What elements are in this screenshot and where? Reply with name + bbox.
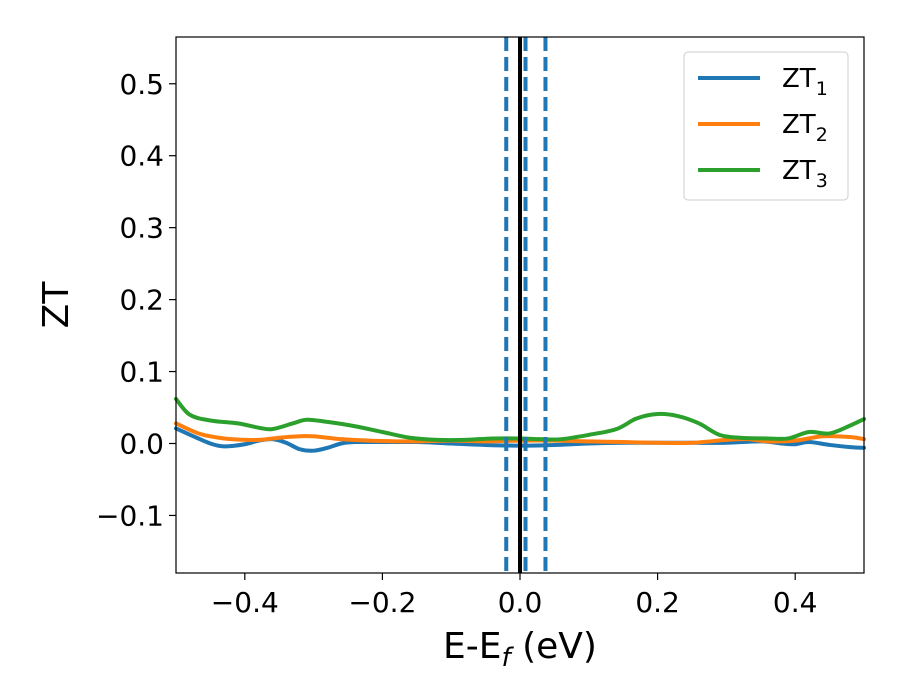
series-layer — [174, 396, 866, 453]
legend-label-zt1: ZT1 — [782, 64, 828, 100]
x-tick-label: −0.2 — [348, 586, 416, 619]
y-axis-title: ZT — [36, 281, 77, 329]
legend: ZT1 ZT2 ZT3 — [683, 51, 849, 201]
legend-box — [683, 51, 849, 201]
y-tick-label: 0.4 — [119, 140, 164, 173]
y-axis: −0.1 0.0 0.1 0.2 0.3 0.4 0.5 — [96, 68, 176, 532]
legend-label-zt3: ZT3 — [782, 156, 828, 192]
y-tick-label: 0.0 — [119, 427, 164, 460]
x-tick-label: −0.4 — [211, 586, 279, 619]
y-tick-label: 0.2 — [119, 284, 164, 317]
x-tick-label: 0.0 — [498, 586, 543, 619]
vline-layer — [504, 37, 548, 573]
legend-label-zt2: ZT2 — [782, 110, 828, 146]
x-tick-label: 0.2 — [635, 586, 680, 619]
y-tick-label: −0.1 — [96, 499, 164, 532]
x-tick-label: 0.4 — [773, 586, 818, 619]
x-axis-title: E-Ef (eV) — [443, 626, 597, 673]
y-tick-label: 0.3 — [119, 212, 164, 245]
series-line-zt2 — [174, 421, 866, 446]
y-tick-label: 0.1 — [119, 356, 164, 389]
x-axis: −0.4 −0.2 0.0 0.2 0.4 — [211, 573, 818, 619]
y-tick-label: 0.5 — [119, 68, 164, 101]
series-line-zt3 — [174, 396, 866, 443]
